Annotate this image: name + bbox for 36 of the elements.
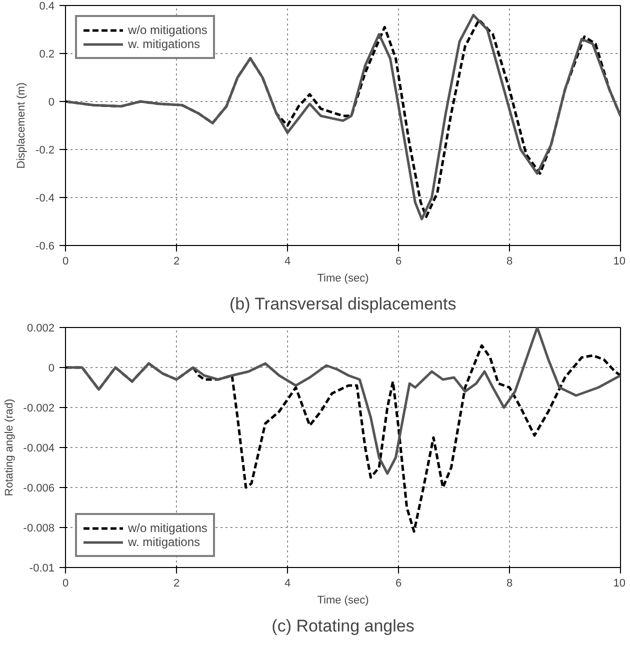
y-tick-label: -0.6 [36,240,55,252]
y-tick-label: -0.006 [23,482,55,494]
x-tick-label: 2 [173,578,180,590]
y-tick-label: -0.01 [29,562,55,574]
y-tick-label: -0.2 [36,144,55,156]
y-tick-label: -0.002 [23,402,55,414]
text: (c) Rotating angles [272,616,414,636]
x-axis-title: Time (sec) [317,272,369,284]
y-tick-label: 0.2 [39,48,55,60]
legend-label: w/o mitigations [128,521,208,535]
x-tick-label: 0 [62,256,69,268]
y-axis-title: Rotating angle (rad) [3,398,16,496]
x-tick-label: 10 [613,256,626,268]
y-tick-label: 0.4 [39,0,55,12]
y-tick-label: -0.008 [23,522,55,534]
x-tick-label: 6 [395,256,402,268]
x-tick-label: 10 [613,578,626,590]
y-tick-label: 0 [48,362,55,374]
y-tick-label: 0.002 [26,322,55,334]
y-tick-label: -0.004 [23,442,55,454]
x-axis-title: Time (sec) [317,594,369,606]
legend-label: w. mitigations [128,37,200,51]
line-series [66,328,620,475]
y-tick-label: 0 [48,96,55,108]
x-tick-label: 4 [284,578,291,590]
x-tick-label: 0 [62,578,69,590]
text: (b) Transversal displacements [229,294,456,314]
y-axis-title: Displacement (m) [16,82,28,169]
x-tick-label: 8 [506,256,513,268]
x-tick-label: 2 [173,256,180,268]
legend-label: w/o mitigations [128,23,208,37]
legend-label: w. mitigations [128,535,200,549]
x-tick-label: 8 [506,578,513,590]
y-tick-label: -0.4 [36,192,55,204]
x-tick-label: 4 [284,256,291,268]
x-tick-label: 6 [395,578,402,590]
